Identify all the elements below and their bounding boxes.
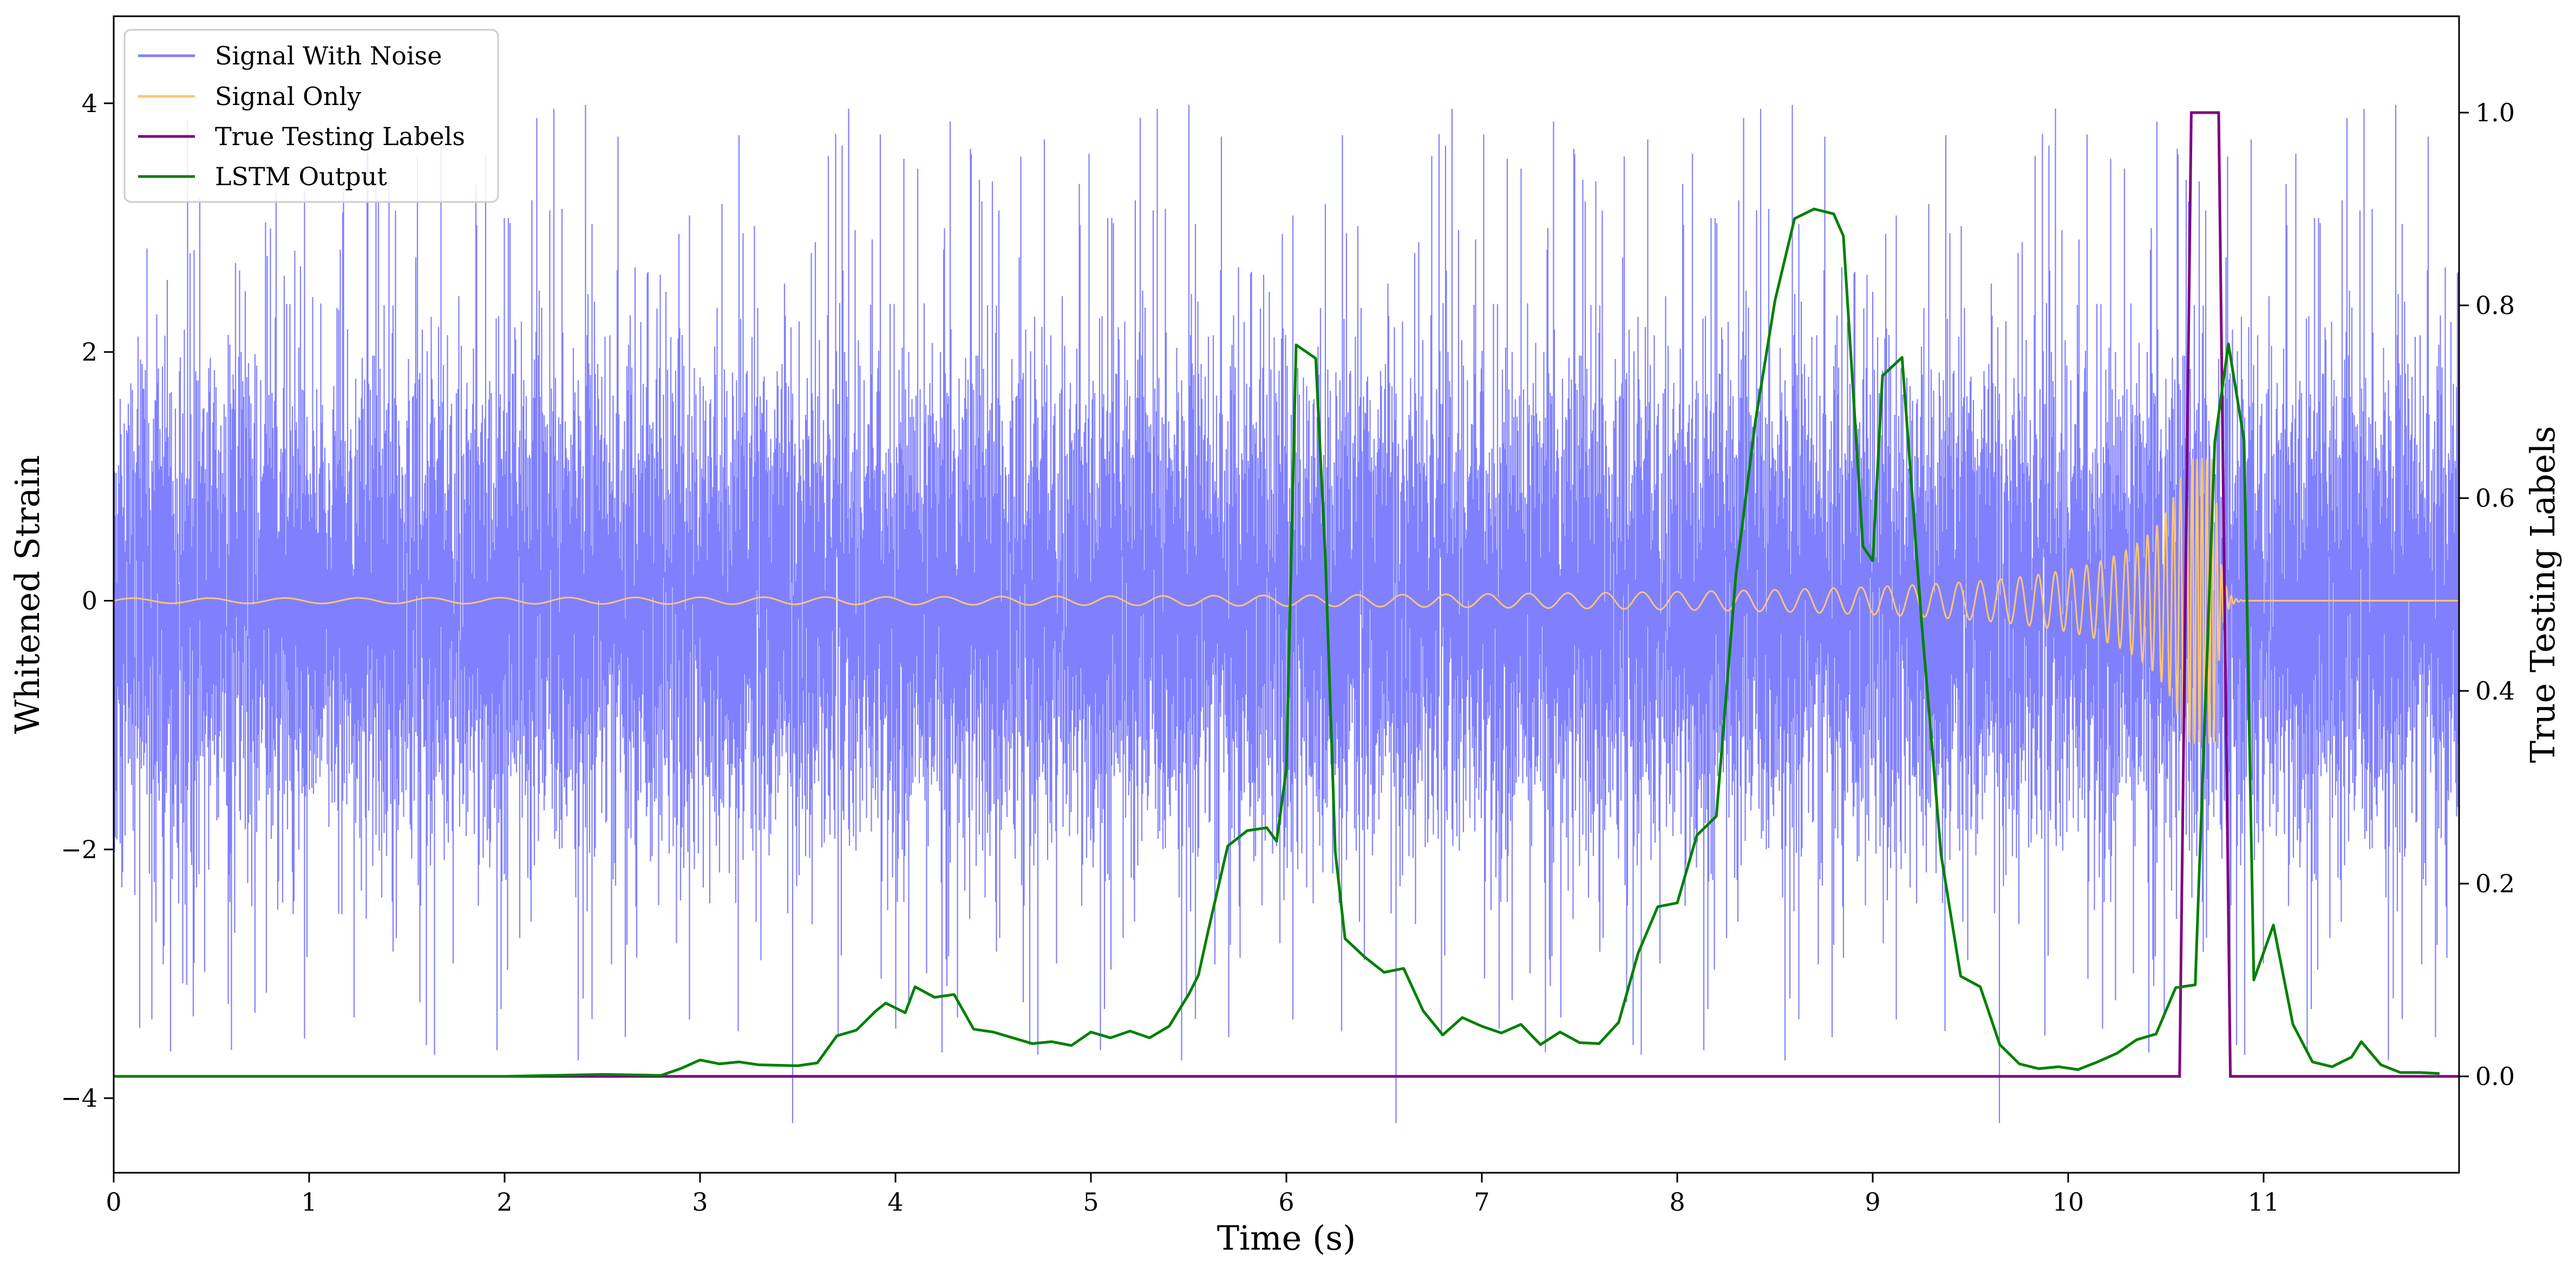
legend-label-signal: Signal Only [215, 82, 361, 111]
series-signal-with-noise [114, 104, 2459, 1123]
legend-label-labels: True Testing Labels [215, 122, 465, 151]
x-axis: 0 1 2 3 4 5 6 7 8 9 10 11 [106, 1173, 2279, 1217]
y-right-tick-label: 0.8 [2475, 291, 2515, 320]
series-true-testing-labels [114, 111, 2459, 1078]
legend-label-noise: Signal With Noise [215, 41, 442, 70]
x-tick-label: 11 [2248, 1187, 2280, 1217]
y-axis-right: 0.0 0.2 0.4 0.6 0.8 1.0 [2459, 98, 2515, 1091]
y-right-tick-label: 1.0 [2475, 98, 2515, 127]
y-left-tick-label: −4 [61, 1083, 97, 1113]
x-tick-label: 0 [106, 1187, 121, 1217]
y-right-tick-label: 0.2 [2475, 869, 2515, 898]
x-axis-label: Time (s) [1217, 1218, 1356, 1258]
y-left-tick-label: 2 [82, 337, 97, 367]
y-right-tick-label: 0.0 [2475, 1062, 2515, 1091]
x-tick-label: 5 [1083, 1187, 1099, 1217]
x-tick-label: 2 [496, 1187, 512, 1217]
y-left-tick-label: 4 [82, 89, 97, 118]
x-tick-label: 8 [1669, 1187, 1685, 1217]
x-tick-label: 1 [301, 1187, 317, 1217]
legend-label-lstm: LSTM Output [215, 162, 387, 191]
x-tick-label: 9 [1865, 1187, 1880, 1217]
y-right-tick-label: 0.6 [2475, 484, 2515, 513]
x-tick-label: 3 [692, 1187, 708, 1217]
legend: Signal With Noise Signal Only True Testi… [123, 29, 499, 203]
y-axis-left-label: Whitened Strain [8, 455, 47, 734]
series-lstm-output [114, 207, 2440, 1078]
y-axis-left: −4 −2 0 2 4 [61, 89, 114, 1113]
y-left-tick-label: −2 [61, 835, 97, 864]
y-right-tick-label: 0.4 [2475, 676, 2515, 705]
x-tick-label: 6 [1278, 1187, 1294, 1217]
x-tick-label: 4 [887, 1187, 903, 1217]
series-signal-only [114, 458, 2459, 744]
x-tick-label: 7 [1474, 1187, 1489, 1217]
legend-box [123, 29, 499, 203]
series-layer [114, 104, 2459, 1123]
y-left-tick-label: 0 [82, 586, 97, 615]
x-tick-label: 10 [2052, 1187, 2084, 1217]
y-axis-right-label: True Testing Labels [2523, 426, 2562, 763]
